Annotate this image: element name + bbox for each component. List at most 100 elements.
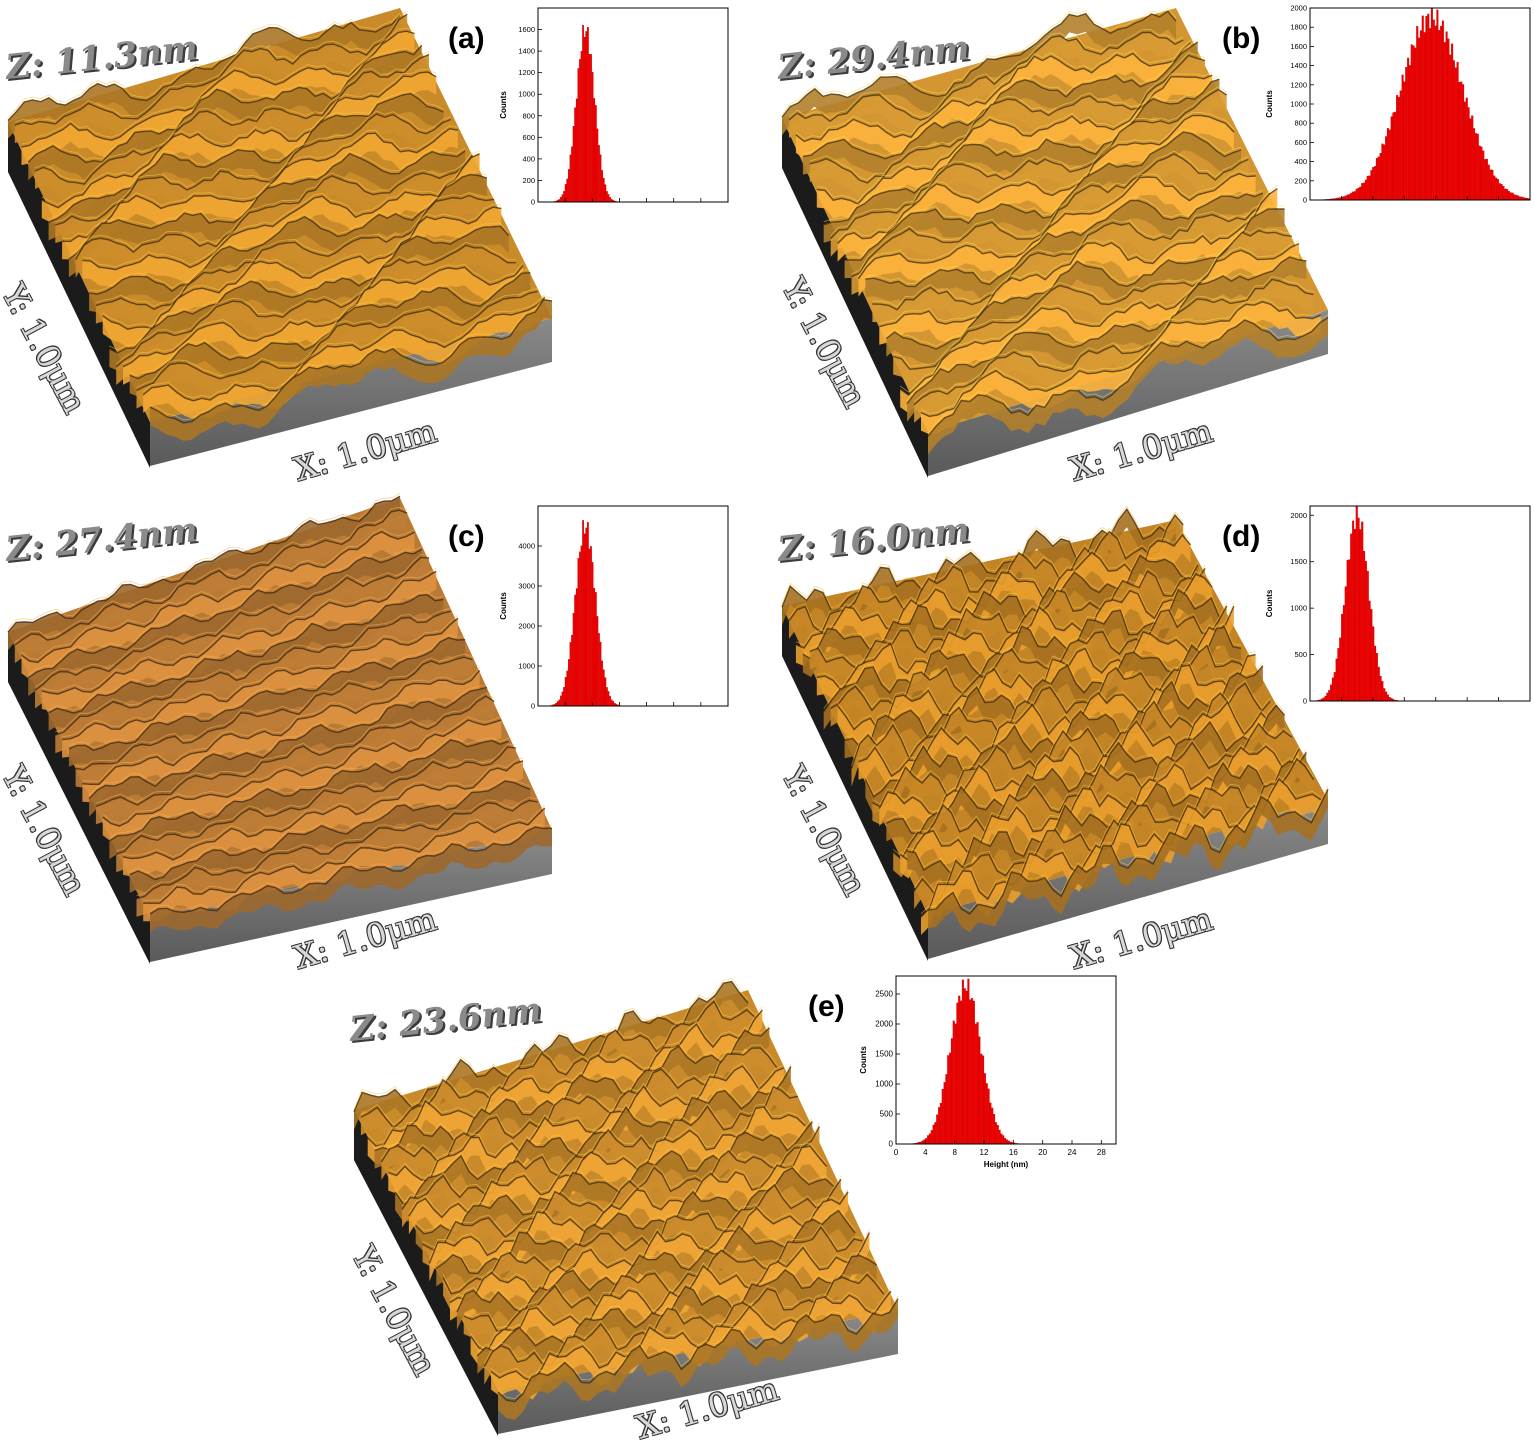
histogram-bar <box>570 155 572 202</box>
histogram-bar <box>1449 55 1451 200</box>
histogram-bar <box>600 642 602 706</box>
histogram-bar <box>977 1022 979 1144</box>
histogram-bar <box>927 1135 929 1144</box>
histogram-bar <box>1437 10 1439 200</box>
histogram-bar <box>1519 197 1521 200</box>
histogram-bar <box>570 642 572 706</box>
histogram-bar <box>1001 1134 1003 1144</box>
histogram-bar <box>584 534 586 706</box>
histogram-bar <box>1517 196 1519 200</box>
histogram-bar <box>605 185 607 202</box>
histogram-bar <box>1444 42 1446 200</box>
histogram-bar <box>1416 26 1418 200</box>
histogram-bar <box>1405 67 1407 200</box>
histogram-bar <box>949 1053 951 1144</box>
histogram-bar <box>1420 31 1422 200</box>
surface-panel-d <box>782 506 1328 961</box>
y-tick-label: 1400 <box>518 47 535 56</box>
y-tick-label: 1600 <box>1290 42 1307 51</box>
histogram-bar <box>990 1103 992 1144</box>
y-tick-label: 2000 <box>1290 4 1307 13</box>
histogram-bar <box>1350 193 1352 200</box>
histogram-bar <box>606 191 608 202</box>
histogram-bar <box>1473 128 1475 200</box>
histogram-bar <box>1350 534 1352 701</box>
histogram-bar <box>966 991 968 1144</box>
histogram-bar <box>1383 688 1385 701</box>
histogram-bar <box>606 687 608 706</box>
histogram-bar <box>1418 38 1420 200</box>
histogram-bar <box>1424 32 1426 200</box>
histogram-bar <box>971 998 973 1144</box>
histogram-bar <box>1389 697 1391 701</box>
histogram-bar <box>1413 46 1415 200</box>
histogram-bar <box>559 700 561 706</box>
histogram-bar <box>973 1001 975 1144</box>
panel-label-e: (e) <box>808 990 845 1024</box>
histogram-bar <box>1429 28 1431 200</box>
panel-label-b: (b) <box>1222 22 1260 56</box>
histogram-bar <box>1327 693 1329 701</box>
histogram-bar <box>1361 522 1363 701</box>
histogram-bar <box>1374 166 1376 200</box>
histogram-bar <box>999 1130 1001 1144</box>
y-tick-label: 400 <box>1294 157 1307 166</box>
histogram-bar <box>595 592 597 706</box>
histogram-bar <box>584 37 586 202</box>
y-tick-label: 2000 <box>875 1020 893 1029</box>
histogram-bar <box>995 1122 997 1144</box>
histogram-bar <box>964 988 966 1144</box>
histogram-bar <box>1334 672 1336 701</box>
histogram-bar <box>1358 188 1360 200</box>
y-axis-label: Counts <box>1265 90 1274 118</box>
histogram-bar <box>562 195 564 202</box>
histogram-bar <box>1343 605 1345 701</box>
y-tick-label: 2500 <box>875 990 893 999</box>
surface-panel-c <box>8 493 552 964</box>
histogram-bar <box>1361 183 1363 200</box>
y-tick-label: 0 <box>1303 196 1307 205</box>
histogram-bar <box>940 1103 942 1144</box>
histogram-bar <box>1378 157 1380 200</box>
histogram-bar <box>946 1074 948 1144</box>
histogram-bar <box>1493 176 1495 200</box>
y-axis-label: Counts <box>499 91 508 119</box>
y-tick-label: 0 <box>531 198 535 207</box>
histogram-bar <box>1332 678 1334 701</box>
histogram-bar <box>1468 107 1470 200</box>
histogram-bar <box>597 616 599 706</box>
histogram-bar <box>1356 506 1358 701</box>
histogram-bar <box>1382 681 1384 701</box>
x-tick-label: 8 <box>952 1148 957 1157</box>
histogram-bar <box>1477 134 1479 200</box>
histogram-bar <box>982 1056 984 1144</box>
histogram-bar <box>1508 191 1510 200</box>
y-tick-label: 1400 <box>1290 61 1307 70</box>
histogram-bar <box>1484 159 1486 200</box>
histogram-bar <box>1466 98 1468 200</box>
histogram-bar <box>598 633 600 706</box>
histogram-bar <box>560 197 562 202</box>
histogram-bar <box>1380 153 1382 200</box>
histogram-bar <box>609 696 611 706</box>
histogram-bar <box>571 635 573 706</box>
histogram-bar <box>1440 26 1442 200</box>
histogram-bar <box>1431 8 1433 200</box>
histogram-bar <box>1506 189 1508 200</box>
histogram-bar <box>601 170 603 202</box>
histogram-bar <box>600 155 602 202</box>
histogram-bar <box>587 522 589 706</box>
histogram-bar <box>573 613 575 706</box>
histogram-bar <box>1415 48 1417 200</box>
y-tick-label: 1500 <box>875 1050 893 1059</box>
histogram-bar <box>590 546 592 706</box>
histogram-bar <box>1372 167 1374 200</box>
y-tick-label: 1000 <box>875 1080 893 1089</box>
histogram-bar <box>1363 183 1365 200</box>
histogram-bar <box>1389 130 1391 200</box>
histogram-bar <box>1393 113 1395 200</box>
histogram-bar <box>1345 587 1347 701</box>
